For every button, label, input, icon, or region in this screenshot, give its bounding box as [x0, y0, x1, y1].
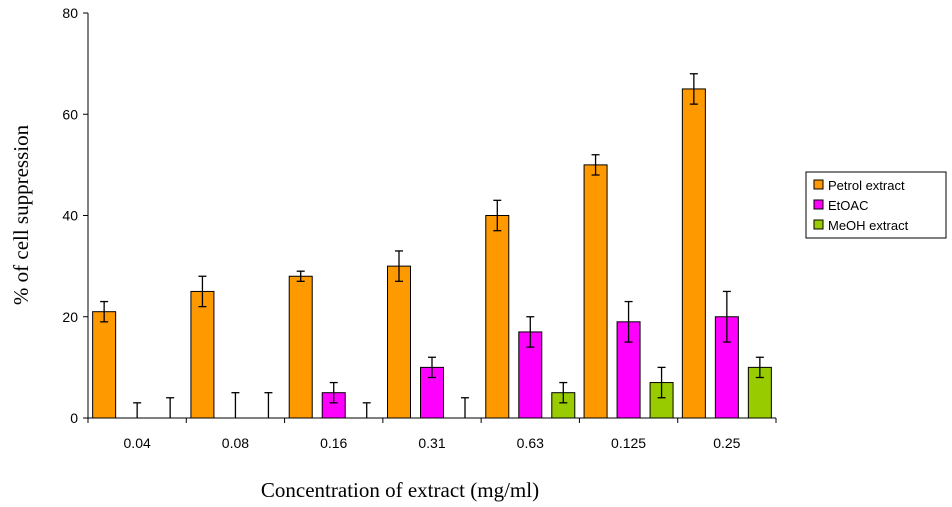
- x-tick-label: 0.31: [418, 435, 445, 451]
- y-axis-title: % of cell suppression: [9, 124, 33, 305]
- legend-swatch: [813, 179, 824, 190]
- y-tick-label: 40: [62, 208, 78, 224]
- bar: [387, 265, 411, 419]
- legend-label: MeOH extract: [828, 218, 909, 233]
- legend-swatch: [813, 219, 824, 230]
- x-tick-label: 0.08: [222, 435, 249, 451]
- legend-box: [805, 171, 947, 239]
- y-tick-label: 80: [62, 5, 78, 21]
- y-tick-label: 0: [70, 410, 78, 426]
- x-axis-title: Concentration of extract (mg/ml): [261, 478, 539, 502]
- x-tick-label: 0.04: [124, 435, 151, 451]
- legend-label: EtOAC: [828, 198, 868, 213]
- bar: [92, 311, 117, 419]
- bar: [288, 275, 313, 419]
- bar: [190, 290, 215, 419]
- y-tick-label: 60: [62, 106, 78, 122]
- x-tick-label: 0.25: [713, 435, 740, 451]
- legend-swatch: [813, 199, 824, 210]
- x-tick-label: 0.63: [517, 435, 544, 451]
- legend-label: Petrol extract: [828, 178, 905, 193]
- bar: [681, 88, 706, 419]
- x-tick-label: 0.125: [611, 435, 646, 451]
- plot-area: 0 20 40 60 80 0.04 0.08 0.16 0.31 0.63 0.125 0.25: [62, 5, 777, 451]
- bar: [485, 215, 510, 419]
- x-tick-label: 0.16: [320, 435, 347, 451]
- bar: [583, 164, 608, 419]
- legend: Petrol extract EtOAC MeOH extract: [805, 171, 947, 239]
- y-tick-label: 20: [62, 309, 78, 325]
